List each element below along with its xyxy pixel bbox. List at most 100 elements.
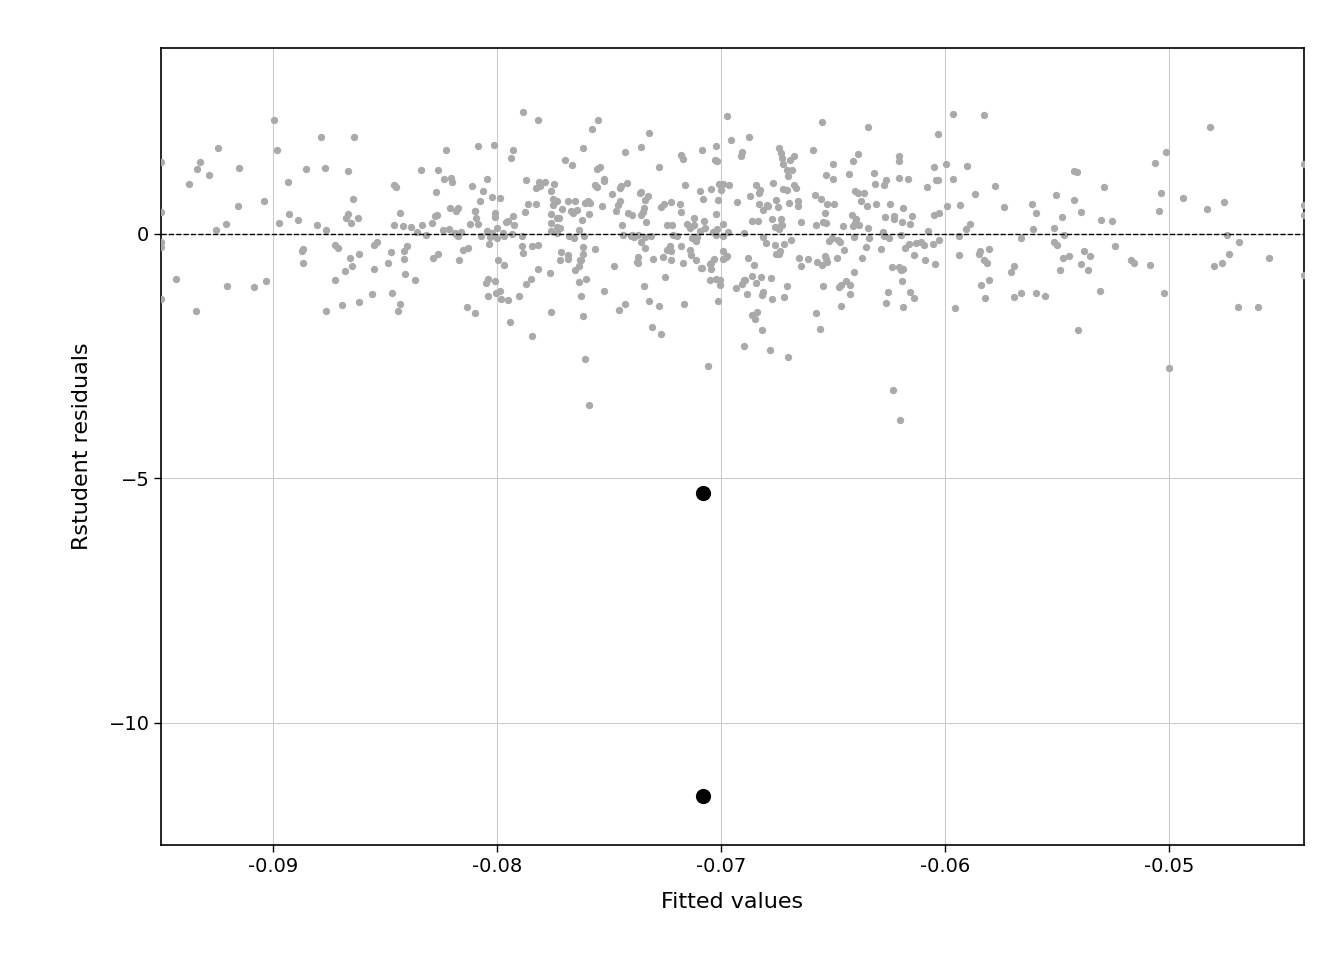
Point [649,159,671,175]
Point [292,255,313,271]
Point [1293,207,1314,223]
Point [570,252,591,268]
Point [1070,256,1091,272]
Point [1156,144,1177,159]
Point [206,223,227,238]
Point [706,272,727,287]
Point [637,188,659,204]
Point [785,180,806,196]
Point [215,216,237,231]
Point [731,145,753,160]
Point [648,299,669,314]
Point [638,126,660,141]
Point [771,218,793,233]
Point [958,216,980,231]
Point [540,183,562,199]
Point [526,180,547,196]
Point [874,178,895,193]
Point [1003,289,1024,304]
Point [634,240,656,255]
Point [710,272,731,287]
Point [1196,202,1218,217]
Point [405,272,426,287]
Point [974,290,996,305]
Point [948,248,969,263]
Point [707,294,728,309]
Point [743,257,765,273]
Point [761,292,782,307]
Point [528,262,550,277]
Point [288,212,309,228]
Point [778,196,800,211]
Point [527,112,548,128]
Point [630,139,652,155]
Point [551,201,573,216]
Point [984,179,1005,194]
Point [741,307,762,323]
Point [1199,120,1220,135]
Point [739,188,761,204]
Point [425,184,446,200]
Point [470,228,492,243]
Point [899,216,921,231]
Point [558,252,579,267]
Point [1219,247,1241,262]
Point [703,252,724,267]
Point [314,303,336,319]
Point [575,272,597,287]
Point [636,215,657,230]
Point [777,182,798,198]
Point [497,293,519,308]
Point [363,237,384,252]
Point [777,168,798,183]
Point [923,207,945,223]
Point [540,206,562,222]
Point [689,224,711,239]
Point [512,104,534,119]
Point [528,175,550,190]
Point [841,154,863,169]
Point [508,289,530,304]
Point [761,211,782,227]
Point [823,196,844,211]
Point [707,153,728,168]
Point [569,258,590,274]
Point [310,130,332,145]
Point [656,217,677,232]
Point [856,198,878,213]
Point [692,191,714,206]
Point [589,159,610,175]
Point [151,155,172,170]
Point [669,147,691,162]
Point [542,198,563,213]
Point [546,210,567,226]
Point [1101,213,1122,228]
Point [383,178,405,193]
Point [814,251,836,266]
Point [521,328,543,344]
Point [681,230,703,246]
Point [875,172,896,187]
Point [1124,255,1145,271]
Point [1011,285,1032,300]
Point [684,210,706,226]
Point [634,229,656,245]
Point [575,351,597,367]
Point [694,213,715,228]
Point [762,175,784,190]
Point [878,230,899,246]
Point [390,205,411,221]
Point [700,256,722,272]
Point [715,250,737,265]
Point [395,266,417,281]
Point [813,278,835,294]
Point [1058,249,1079,264]
Point [630,234,652,250]
Point [710,277,731,293]
Point [973,252,995,268]
Point [700,181,722,197]
Point [949,198,970,213]
Point [918,224,939,239]
Point [569,275,590,290]
Point [769,221,790,236]
